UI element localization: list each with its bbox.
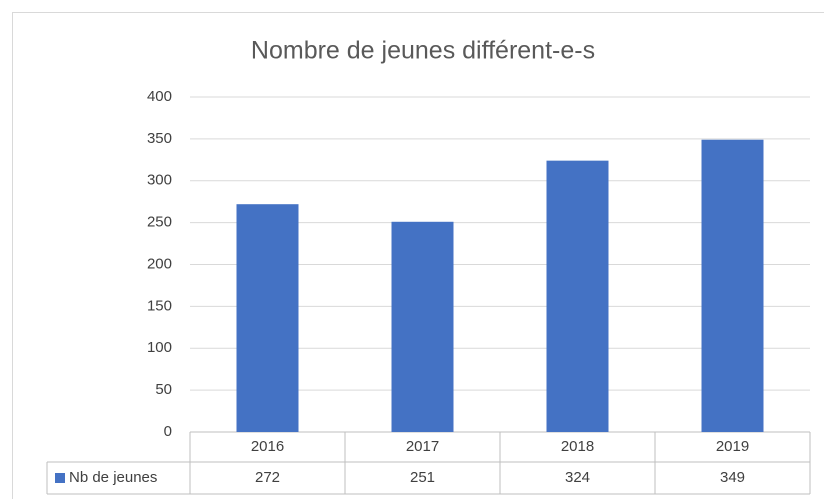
bar	[391, 221, 454, 432]
y-tick-label: 50	[155, 381, 172, 398]
x-tick-label: 2019	[716, 438, 749, 455]
x-tick-label: 2016	[251, 438, 284, 455]
bar	[236, 204, 299, 432]
y-tick-label: 150	[147, 297, 172, 314]
y-tick-label: 200	[147, 255, 172, 272]
legend-label: Nb de jeunes	[69, 469, 157, 486]
table-value: 272	[255, 469, 280, 486]
x-tick-label: 2017	[406, 438, 439, 455]
y-tick-label: 0	[164, 423, 172, 440]
y-tick-label: 350	[147, 130, 172, 147]
table-value: 349	[720, 469, 745, 486]
legend-swatch	[55, 473, 65, 483]
chart-title: Nombre de jeunes différent-e-s	[251, 37, 595, 65]
bar	[701, 139, 764, 432]
table-value: 251	[410, 469, 435, 486]
y-tick-label: 300	[147, 172, 172, 189]
y-tick-label: 100	[147, 339, 172, 356]
y-tick-label: 250	[147, 214, 172, 231]
table-value: 324	[565, 469, 590, 486]
bar	[546, 160, 609, 432]
x-tick-label: 2018	[561, 438, 594, 455]
y-tick-label: 400	[147, 88, 172, 105]
